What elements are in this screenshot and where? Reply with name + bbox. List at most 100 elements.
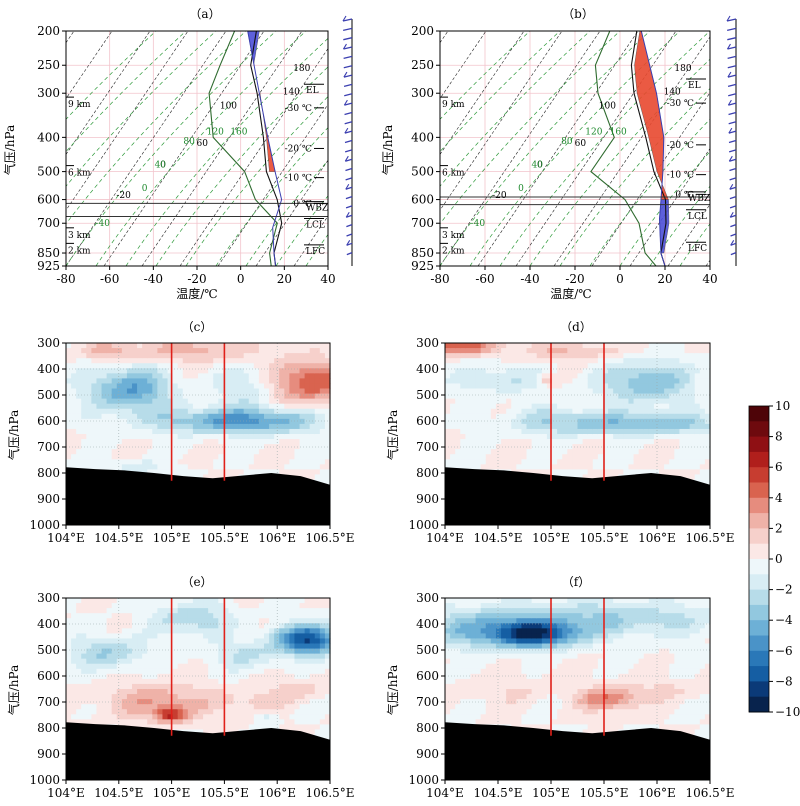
heatmap-cell — [304, 418, 311, 425]
skewt-inner-b — [440, 31, 710, 266]
heatmap-cell — [253, 403, 260, 410]
heatmap-cell — [203, 373, 209, 379]
heatmap-cell — [587, 383, 594, 390]
heatmap-cell — [526, 388, 533, 395]
heatmap-cell — [81, 423, 87, 430]
heatmap-cell — [187, 353, 194, 359]
heatmap-cell — [572, 418, 579, 425]
heatmap-cell — [602, 403, 609, 410]
heatmap-cell — [689, 413, 696, 420]
heatmap-cell — [531, 398, 538, 405]
heatmap-cell — [203, 413, 209, 420]
heatmap-cell — [116, 403, 123, 410]
heatmap-cell — [81, 378, 87, 385]
heatmap-cell — [91, 618, 98, 624]
heatmap-cell — [142, 348, 148, 354]
heatmap-cell — [602, 358, 609, 364]
y-tick-label: 700 — [37, 216, 60, 230]
heatmap-cell — [101, 668, 108, 675]
heatmap-cell — [699, 413, 706, 420]
heatmap-cell — [526, 464, 533, 470]
heatmap-cell — [258, 358, 265, 364]
heatmap-cell — [279, 459, 285, 465]
y-tick-label: 300 — [37, 336, 60, 350]
heatmap-cell — [152, 663, 158, 670]
heatmap-cell — [659, 383, 665, 390]
heatmap-cell — [126, 358, 133, 364]
heatmap-cell — [299, 454, 306, 460]
heatmap-cell — [284, 469, 290, 476]
heatmap-cell — [157, 353, 164, 359]
heatmap-cell — [552, 403, 558, 410]
moist-adiabat-label: 80 — [561, 137, 573, 147]
heatmap-cell — [289, 439, 296, 445]
heatmap-cell — [101, 704, 108, 710]
heatmap-cell — [653, 444, 660, 450]
heatmap-cell — [192, 428, 199, 435]
heatmap-cell — [111, 668, 118, 675]
heatmap-cell — [495, 464, 502, 470]
heatmap-cell — [608, 418, 614, 425]
x-tick-label: -80 — [56, 272, 75, 286]
heatmap-cell — [162, 403, 169, 410]
heatmap-cell — [450, 363, 456, 369]
heatmap-cell — [613, 393, 619, 400]
heatmap-cell — [623, 403, 630, 410]
heatmap-cell — [684, 439, 691, 445]
heatmap-cell — [613, 363, 619, 369]
heatmap-cell — [643, 358, 650, 364]
heatmap-cell — [106, 719, 113, 725]
heatmap-cell — [304, 469, 311, 476]
heatmap-cell — [324, 454, 331, 460]
heatmap-cell — [162, 658, 169, 665]
heatmap-cell — [228, 393, 235, 400]
heatmap-cell — [490, 418, 497, 425]
heatmap-cell — [597, 378, 604, 385]
heatmap-cell — [243, 423, 250, 430]
moist-adiabat — [679, 223, 710, 266]
heatmap-cell — [572, 449, 579, 455]
heatmap-cell — [162, 343, 169, 349]
heatmap-cell — [618, 413, 624, 420]
heatmap-cell — [132, 353, 138, 359]
heatmap-cell — [299, 368, 306, 374]
heatmap-cell — [101, 643, 108, 650]
heatmap-cell — [475, 393, 482, 400]
heatmap-cell — [699, 464, 706, 470]
heatmap-cell — [557, 454, 563, 460]
heatmap-cell — [613, 434, 619, 440]
panel-label-b: （b） — [562, 7, 594, 21]
wind-barb — [345, 205, 353, 209]
heatmap-cell — [116, 603, 123, 609]
heatmap-cell — [521, 418, 528, 425]
heatmap-cell — [618, 393, 624, 400]
x-tick-label: 20 — [277, 272, 292, 286]
heatmap-cell — [546, 343, 553, 349]
heatmap-cell — [618, 444, 624, 450]
heatmap-cell — [506, 439, 512, 445]
heatmap-cell — [546, 368, 553, 374]
heatmap-cell — [208, 459, 214, 465]
heatmap-cell — [106, 608, 113, 614]
heatmap-cell — [587, 413, 594, 420]
heatmap-cell — [531, 353, 538, 359]
heatmap-cell — [552, 428, 558, 435]
heatmap-cell — [470, 343, 477, 349]
heatmap-cell — [309, 428, 316, 435]
heatmap-cell — [116, 408, 123, 415]
heatmap-cell — [137, 603, 143, 609]
heatmap-cell — [157, 699, 164, 705]
wind-barb — [730, 252, 737, 256]
heatmap-cell — [633, 449, 640, 455]
heatmap-cell — [319, 378, 326, 385]
heatmap-cell — [628, 378, 635, 385]
heatmap-cell — [531, 408, 538, 415]
heatmap-cell — [299, 403, 306, 410]
heatmap-cell — [659, 393, 665, 400]
heatmap-cell — [638, 403, 645, 410]
heatmap-cell — [309, 403, 316, 410]
heatmap-cell — [674, 398, 681, 405]
heatmap-cell — [511, 393, 517, 400]
heatmap-cell — [116, 648, 123, 655]
heatmap-cell — [96, 643, 103, 650]
